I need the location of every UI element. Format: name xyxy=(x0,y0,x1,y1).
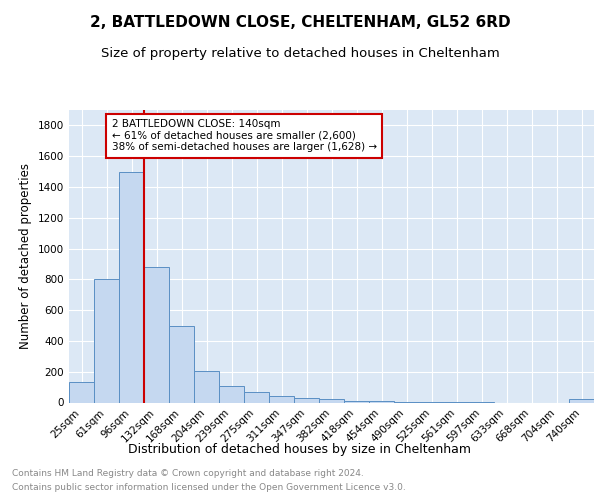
Bar xyxy=(169,326,194,402)
Bar xyxy=(219,386,244,402)
Bar xyxy=(319,398,344,402)
Bar xyxy=(569,400,594,402)
Text: Contains public sector information licensed under the Open Government Licence v3: Contains public sector information licen… xyxy=(12,484,406,492)
Bar xyxy=(269,396,294,402)
Bar xyxy=(144,267,169,402)
Text: Size of property relative to detached houses in Cheltenham: Size of property relative to detached ho… xyxy=(101,48,499,60)
Text: Distribution of detached houses by size in Cheltenham: Distribution of detached houses by size … xyxy=(128,442,472,456)
Text: 2 BATTLEDOWN CLOSE: 140sqm
← 61% of detached houses are smaller (2,600)
38% of s: 2 BATTLEDOWN CLOSE: 140sqm ← 61% of deta… xyxy=(112,119,377,152)
Text: 2, BATTLEDOWN CLOSE, CHELTENHAM, GL52 6RD: 2, BATTLEDOWN CLOSE, CHELTENHAM, GL52 6R… xyxy=(89,15,511,30)
Bar xyxy=(119,172,144,402)
Bar xyxy=(344,401,369,402)
Bar xyxy=(94,280,119,402)
Text: Contains HM Land Registry data © Crown copyright and database right 2024.: Contains HM Land Registry data © Crown c… xyxy=(12,469,364,478)
Bar xyxy=(294,398,319,402)
Bar xyxy=(369,401,394,402)
Bar xyxy=(69,382,94,402)
Bar xyxy=(194,371,219,402)
Bar xyxy=(244,392,269,402)
Y-axis label: Number of detached properties: Number of detached properties xyxy=(19,163,32,349)
